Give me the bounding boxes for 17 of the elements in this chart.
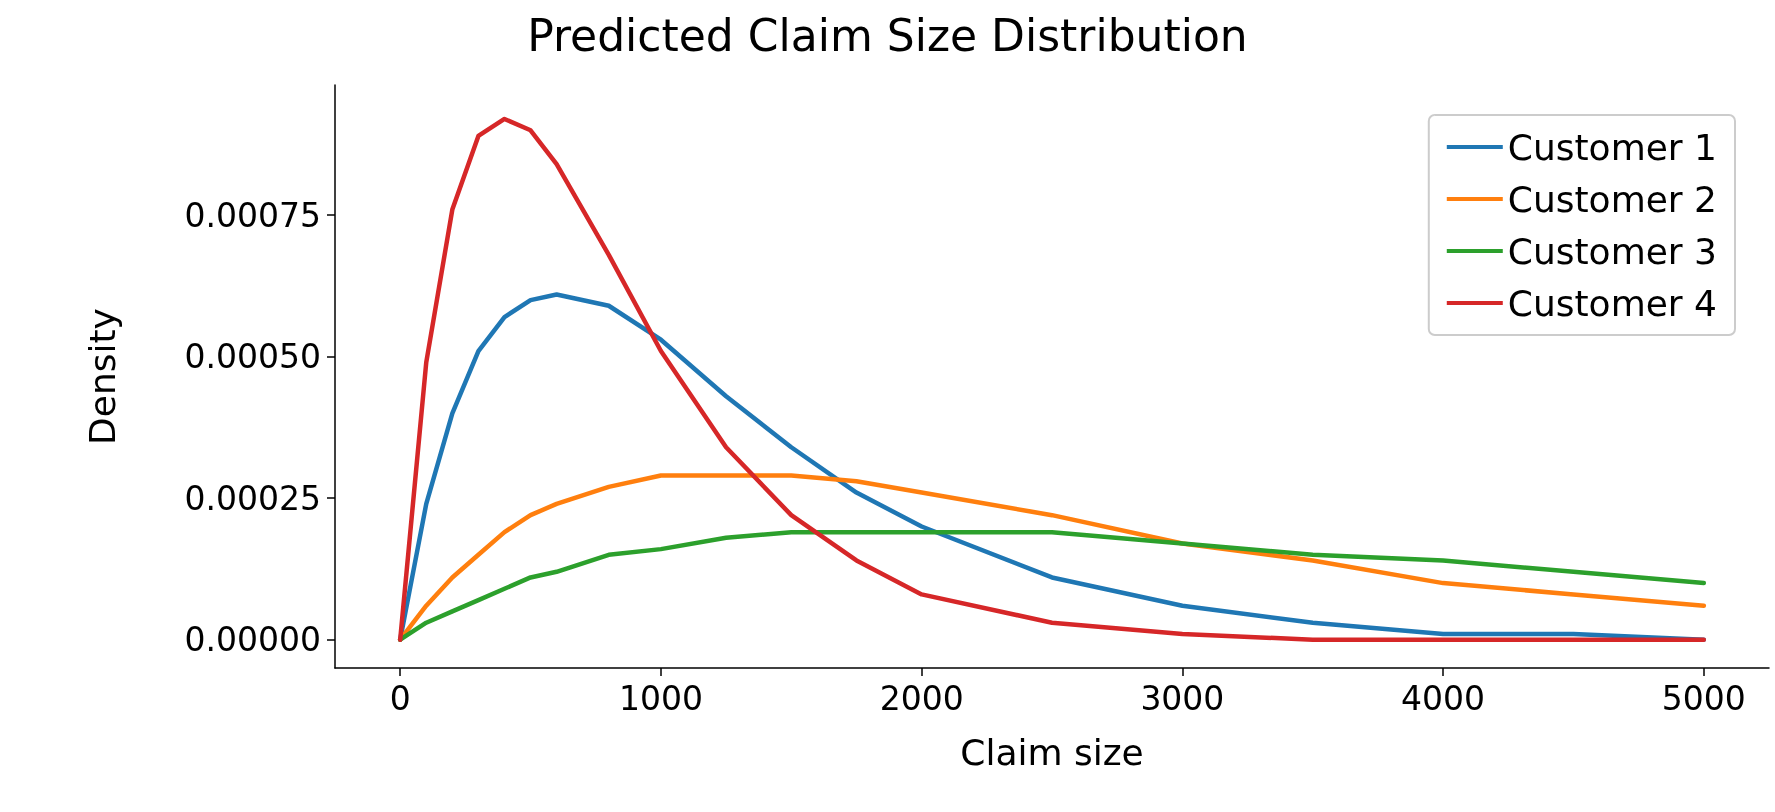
y-tick-label: 0.00075: [184, 195, 321, 235]
legend-label: Customer 1: [1507, 126, 1717, 168]
y-tick-label: 0.00000: [184, 620, 321, 660]
y-axis-title: Density: [81, 308, 123, 445]
y-tick-label: 0.00050: [184, 337, 321, 377]
y-tick-label: 0.00025: [184, 478, 321, 518]
chart-title: Predicted Claim Size Distribution: [527, 9, 1248, 61]
legend-label: Customer 2: [1507, 178, 1717, 220]
x-tick-label: 5000: [1661, 679, 1746, 718]
x-tick-label: 3000: [1140, 679, 1225, 718]
x-axis-title: Claim size: [960, 731, 1144, 773]
x-tick-label: 1000: [618, 679, 703, 718]
x-tick-label: 0: [389, 679, 411, 718]
x-tick-label: 4000: [1401, 679, 1486, 718]
x-tick-label: 2000: [879, 679, 964, 718]
legend-label: Customer 4: [1507, 282, 1717, 324]
legend-label: Customer 3: [1507, 230, 1717, 272]
